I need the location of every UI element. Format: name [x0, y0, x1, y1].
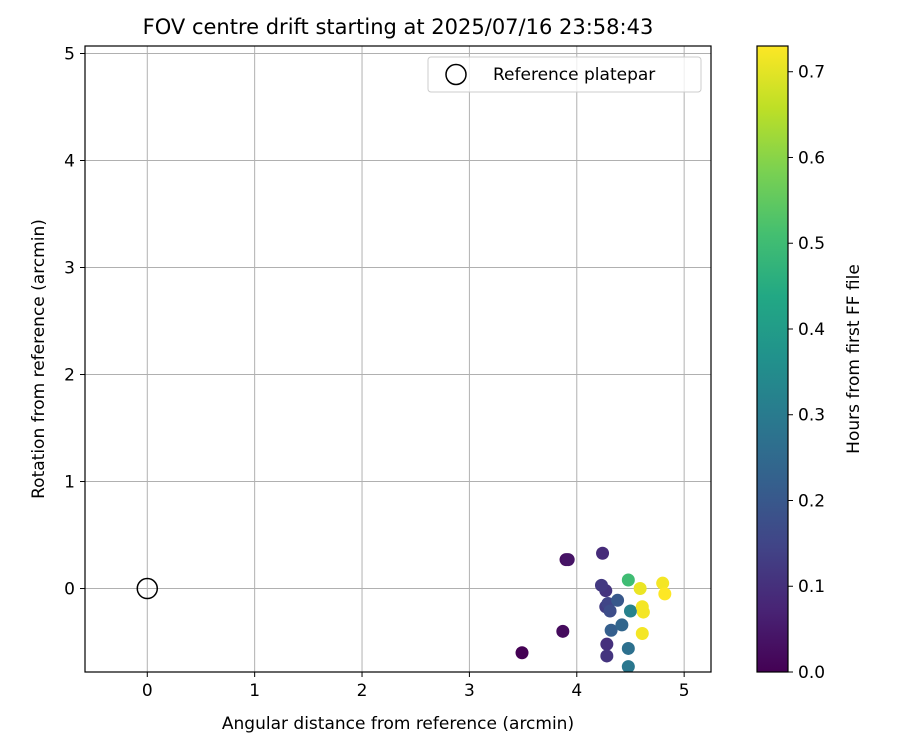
x-tick-label: 3 — [464, 681, 475, 701]
scatter-point — [635, 626, 649, 640]
x-tick-label: 5 — [679, 681, 690, 701]
reference-marker-layer — [136, 577, 159, 600]
scatter-point — [636, 605, 650, 619]
legend-box — [427, 56, 702, 93]
y-tick-label: 0 — [64, 580, 75, 600]
colorbar: 0.0 0.1 0.2 0.3 0.4 0.5 0.6 0.7 Hours from firs… — [756, 45, 864, 683]
colorbar-gradient — [756, 45, 789, 673]
x-tick-label: 4 — [571, 681, 582, 701]
y-tick-label: 5 — [64, 44, 75, 64]
y-tick-label: 3 — [64, 259, 75, 279]
y-axis-label: Rotation from reference (arcmin) — [29, 219, 49, 499]
colorbar-ticks: 0.0 0.1 0.2 0.3 0.4 0.5 0.6 0.7 — [788, 63, 825, 683]
data-points — [515, 546, 672, 672]
plot-frame — [84, 45, 712, 673]
scatter-point — [633, 582, 647, 596]
scatter-point — [656, 576, 670, 590]
x-tick-label: 2 — [357, 681, 368, 701]
scatter-point — [604, 623, 618, 637]
x-axis-ticks: 0 1 2 3 4 5 — [142, 672, 690, 701]
grid-lines — [85, 46, 711, 672]
colorbar-tick-label: 0.3 — [798, 406, 825, 426]
legend: Reference platepar — [427, 56, 702, 93]
scatter-point — [594, 578, 608, 592]
scatter-point — [658, 587, 672, 601]
y-axis-ticks: 0 1 2 3 4 5 — [64, 44, 85, 600]
scatter-point — [515, 646, 529, 660]
colorbar-tick-label: 0.2 — [798, 491, 825, 511]
legend-entry-label: Reference platepar — [493, 65, 655, 85]
chart-title: FOV centre drift starting at 2025/07/16 … — [143, 15, 654, 39]
colorbar-tick-label: 0.1 — [798, 577, 825, 597]
scatter-point — [600, 637, 614, 651]
colorbar-tick-label: 0.4 — [798, 320, 825, 340]
scatter-point — [621, 660, 635, 672]
y-tick-label: 4 — [64, 151, 75, 171]
colorbar-label: Hours from first FF file — [844, 264, 864, 454]
scatter-point — [621, 641, 635, 655]
x-tick-label: 0 — [142, 681, 153, 701]
y-tick-label: 1 — [64, 473, 75, 493]
scatter-point — [623, 604, 637, 618]
legend-marker-circle — [445, 63, 467, 86]
colorbar-tick-label: 0.5 — [798, 234, 825, 254]
colorbar-tick-label: 0.6 — [798, 148, 825, 168]
scatter-point — [556, 624, 570, 638]
colorbar-tick-label: 0.0 — [798, 663, 825, 683]
scatter-point — [615, 618, 629, 632]
x-axis-label: Angular distance from reference (arcmin) — [222, 714, 574, 734]
scatter-point — [611, 593, 625, 607]
reference-platepar-marker — [136, 577, 159, 600]
scatter-point — [621, 573, 635, 587]
y-tick-label: 2 — [64, 366, 75, 386]
scatter-point — [561, 553, 575, 567]
scatter-point — [596, 546, 610, 560]
scatter-point — [603, 604, 617, 618]
colorbar-tick-label: 0.7 — [798, 63, 825, 83]
x-tick-label: 1 — [249, 681, 260, 701]
scatter-point — [600, 649, 614, 663]
